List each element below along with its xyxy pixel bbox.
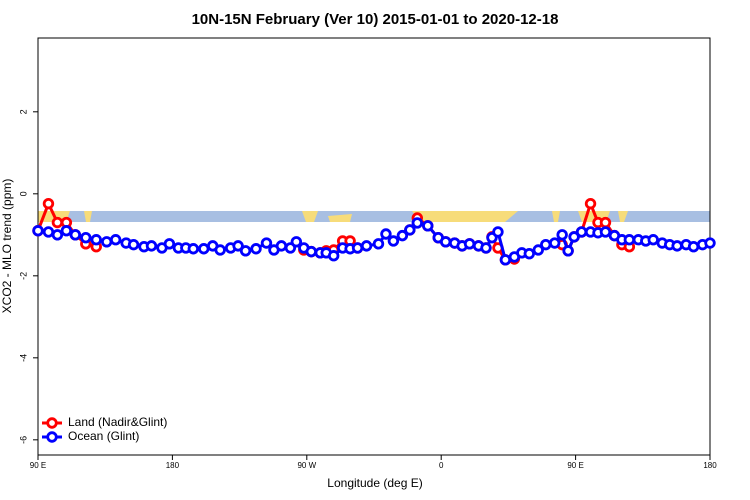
- point: [127, 238, 140, 251]
- legend-label: Land (Nadir&Glint): [68, 415, 167, 429]
- point: [145, 240, 158, 252]
- point: [275, 240, 288, 252]
- legend-swatch-point: [46, 417, 58, 429]
- point: [239, 245, 252, 257]
- land-patch: [618, 211, 628, 222]
- point: [60, 225, 73, 237]
- point: [422, 220, 434, 232]
- point: [198, 243, 210, 255]
- point: [671, 240, 683, 252]
- point: [290, 236, 303, 248]
- point: [562, 245, 574, 257]
- point: [51, 216, 64, 229]
- x-tick-label: 90 E: [30, 461, 46, 470]
- y-tick-label: 2: [18, 109, 28, 114]
- point: [372, 238, 385, 250]
- legend-swatch-point: [46, 431, 58, 443]
- point: [69, 229, 82, 241]
- point: [704, 237, 716, 249]
- x-tick-label: 90 E: [567, 461, 583, 470]
- ocean-band: [38, 211, 710, 222]
- point: [568, 231, 580, 243]
- point: [480, 242, 492, 254]
- point: [100, 236, 113, 248]
- point: [214, 244, 226, 256]
- point: [463, 238, 476, 250]
- x-tick-label: 180: [166, 461, 180, 470]
- land-patch: [552, 211, 560, 222]
- point: [327, 250, 340, 262]
- point: [687, 241, 700, 253]
- point: [411, 217, 424, 229]
- land-patch: [302, 211, 318, 222]
- chart-title: 10N-15N February (Ver 10) 2015-01-01 to …: [192, 11, 559, 28]
- land-mask: [38, 211, 710, 222]
- point: [42, 226, 55, 238]
- x-tick-label: 180: [703, 461, 717, 470]
- land-patch: [328, 214, 352, 222]
- series: [32, 217, 716, 266]
- point: [360, 240, 373, 252]
- point: [548, 237, 561, 249]
- point: [51, 229, 64, 241]
- y-tick-label: 0: [18, 191, 28, 196]
- y-tick-label: -2: [18, 272, 28, 280]
- point: [523, 247, 536, 260]
- point: [599, 216, 612, 229]
- point: [32, 225, 44, 237]
- point: [42, 197, 55, 210]
- x-axis-label: Longitude (deg E): [327, 476, 422, 490]
- point: [556, 229, 568, 241]
- point: [232, 240, 244, 252]
- point: [163, 238, 176, 250]
- y-tick-label: -6: [18, 436, 28, 444]
- point: [260, 237, 273, 249]
- y-tick-label: -4: [18, 354, 28, 362]
- point: [351, 242, 364, 254]
- point: [305, 245, 317, 258]
- point: [623, 234, 636, 246]
- point: [187, 243, 200, 255]
- point: [250, 243, 262, 255]
- point: [599, 226, 612, 238]
- point: [380, 228, 392, 240]
- point: [540, 238, 552, 251]
- point: [584, 197, 597, 210]
- point: [396, 229, 409, 242]
- x-tick-label: 90 W: [297, 461, 316, 470]
- x-tick-label: 0: [439, 461, 444, 470]
- point: [439, 236, 452, 248]
- y-axis-label: XCO2 - MLO trend (ppm): [0, 179, 14, 314]
- point: [532, 244, 544, 256]
- point: [492, 226, 504, 238]
- point: [404, 224, 416, 236]
- legend-label: Ocean (Glint): [68, 429, 139, 443]
- point: [499, 254, 512, 266]
- land-patch: [412, 211, 518, 222]
- point: [575, 226, 588, 238]
- land-patch: [84, 211, 92, 222]
- point: [647, 234, 659, 246]
- point: [109, 234, 122, 246]
- point: [80, 231, 92, 244]
- point: [387, 235, 400, 247]
- point: [90, 234, 102, 246]
